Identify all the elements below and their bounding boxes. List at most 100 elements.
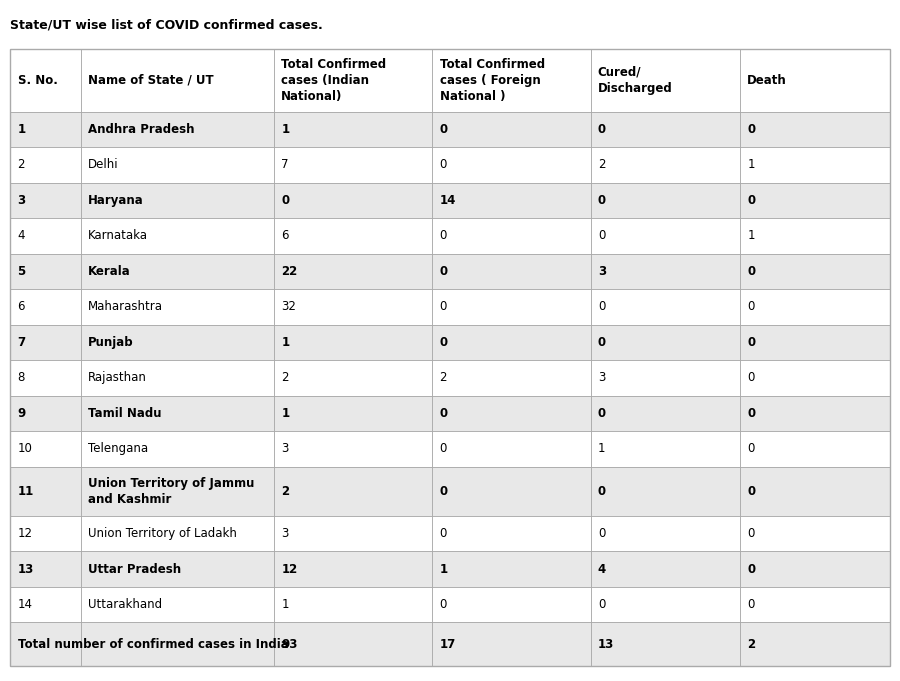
- Bar: [590, 396, 740, 431]
- Text: 32: 32: [282, 300, 296, 313]
- Text: 0: 0: [747, 527, 755, 540]
- Text: 0: 0: [598, 485, 606, 498]
- Text: 17: 17: [439, 637, 455, 651]
- Text: 2: 2: [439, 371, 447, 385]
- Text: 1: 1: [282, 598, 289, 611]
- Text: Uttar Pradesh: Uttar Pradesh: [88, 563, 181, 575]
- Text: Total number of confirmed cases in India: Total number of confirmed cases in India: [17, 637, 288, 651]
- Text: 13: 13: [17, 563, 34, 575]
- Bar: [11, 587, 889, 622]
- Bar: [432, 147, 590, 183]
- Text: 6: 6: [282, 229, 289, 242]
- Text: 12: 12: [282, 563, 298, 575]
- Bar: [740, 360, 889, 396]
- Bar: [740, 552, 889, 587]
- Text: Total Confirmed
cases ( Foreign
National ): Total Confirmed cases ( Foreign National…: [439, 58, 544, 103]
- Text: 0: 0: [439, 265, 447, 278]
- Bar: [11, 466, 889, 516]
- Bar: [432, 112, 590, 147]
- Bar: [740, 466, 889, 516]
- Bar: [11, 218, 889, 254]
- Text: 13: 13: [598, 637, 614, 651]
- Bar: [432, 360, 590, 396]
- Text: Tamil Nadu: Tamil Nadu: [88, 407, 161, 420]
- Bar: [11, 112, 81, 147]
- Bar: [740, 516, 889, 552]
- Text: 0: 0: [439, 229, 447, 242]
- Bar: [81, 254, 274, 289]
- Text: Maharashtra: Maharashtra: [88, 300, 163, 313]
- Text: 11: 11: [17, 485, 34, 498]
- Bar: [590, 431, 740, 466]
- Text: 3: 3: [598, 265, 606, 278]
- Bar: [274, 183, 432, 218]
- Bar: [740, 183, 889, 218]
- Text: 0: 0: [747, 194, 755, 207]
- Bar: [590, 360, 740, 396]
- Bar: [274, 466, 432, 516]
- Text: 0: 0: [747, 336, 755, 349]
- Bar: [11, 431, 889, 466]
- Bar: [274, 396, 432, 431]
- Bar: [740, 325, 889, 360]
- Text: Kerala: Kerala: [88, 265, 130, 278]
- Text: 0: 0: [598, 229, 605, 242]
- Bar: [11, 254, 889, 289]
- Text: 0: 0: [439, 123, 447, 136]
- Text: 0: 0: [439, 407, 447, 420]
- Text: 8: 8: [17, 371, 25, 385]
- Bar: [590, 516, 740, 552]
- Text: 2: 2: [17, 159, 25, 172]
- Text: 1: 1: [282, 407, 290, 420]
- Text: 0: 0: [747, 123, 755, 136]
- Text: Telengana: Telengana: [88, 443, 148, 456]
- Bar: [81, 112, 274, 147]
- Text: 5: 5: [17, 265, 26, 278]
- Bar: [11, 396, 81, 431]
- Bar: [740, 622, 889, 666]
- Text: 0: 0: [439, 300, 447, 313]
- Bar: [740, 147, 889, 183]
- Text: 2: 2: [282, 371, 289, 385]
- Text: 9: 9: [17, 407, 26, 420]
- Text: Rajasthan: Rajasthan: [88, 371, 147, 385]
- Text: 0: 0: [747, 300, 755, 313]
- Text: 14: 14: [17, 598, 32, 611]
- Text: 1: 1: [282, 123, 290, 136]
- Text: Karnataka: Karnataka: [88, 229, 148, 242]
- Bar: [11, 622, 81, 666]
- Bar: [274, 147, 432, 183]
- Text: 0: 0: [598, 194, 606, 207]
- Text: Total Confirmed
cases (Indian
National): Total Confirmed cases (Indian National): [282, 58, 386, 103]
- Bar: [274, 218, 432, 254]
- Bar: [274, 516, 432, 552]
- Text: 2: 2: [282, 485, 290, 498]
- Text: 3: 3: [17, 194, 26, 207]
- Text: 1: 1: [17, 123, 26, 136]
- Bar: [11, 112, 889, 147]
- Text: 93: 93: [282, 637, 298, 651]
- Text: Delhi: Delhi: [88, 159, 119, 172]
- Bar: [590, 147, 740, 183]
- Bar: [11, 147, 81, 183]
- Text: 0: 0: [598, 336, 606, 349]
- Bar: [11, 289, 81, 325]
- Bar: [740, 587, 889, 622]
- Bar: [274, 289, 432, 325]
- Bar: [11, 147, 889, 183]
- Text: 12: 12: [17, 527, 32, 540]
- Bar: [81, 552, 274, 587]
- Bar: [432, 254, 590, 289]
- Bar: [11, 218, 81, 254]
- Bar: [11, 431, 81, 466]
- Text: 6: 6: [17, 300, 25, 313]
- Bar: [11, 552, 889, 587]
- Bar: [432, 466, 590, 516]
- Bar: [81, 183, 274, 218]
- Text: 0: 0: [439, 159, 447, 172]
- Bar: [81, 587, 274, 622]
- Bar: [11, 325, 81, 360]
- Bar: [81, 516, 274, 552]
- Bar: [81, 466, 274, 516]
- Text: 3: 3: [282, 527, 289, 540]
